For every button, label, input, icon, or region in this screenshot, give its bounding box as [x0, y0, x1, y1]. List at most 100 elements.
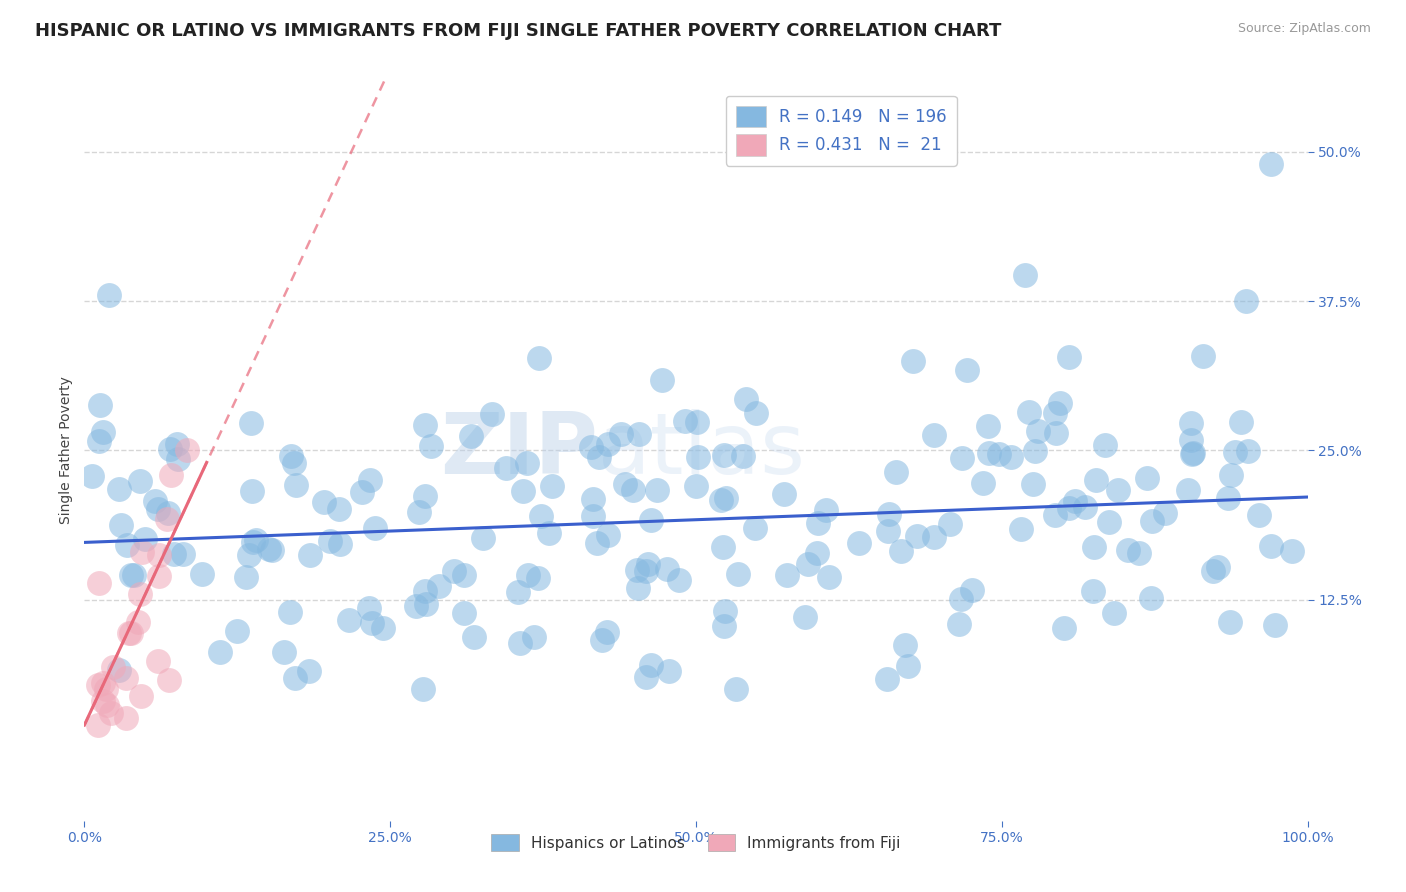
Point — [627, 581, 650, 595]
Point — [640, 657, 662, 672]
Point — [894, 638, 917, 652]
Point — [146, 502, 169, 516]
Point — [582, 492, 605, 507]
Point — [115, 671, 138, 685]
Point — [901, 353, 924, 368]
Point — [1024, 443, 1046, 458]
Point — [950, 451, 973, 466]
Point — [107, 663, 129, 677]
Point — [495, 461, 517, 475]
Point — [1022, 477, 1045, 491]
Point — [242, 534, 264, 549]
Point — [1107, 483, 1129, 497]
Point — [91, 694, 114, 708]
Point — [312, 495, 335, 509]
Point — [582, 508, 605, 523]
Point — [1074, 500, 1097, 514]
Point — [1223, 444, 1246, 458]
Point — [977, 419, 1000, 434]
Point — [530, 508, 553, 523]
Point — [1026, 424, 1049, 438]
Point — [453, 567, 475, 582]
Point — [257, 542, 280, 557]
Point — [673, 414, 696, 428]
Point — [1180, 433, 1202, 447]
Point — [711, 540, 734, 554]
Point — [655, 561, 678, 575]
Point — [364, 521, 387, 535]
Point — [509, 636, 531, 650]
Point — [156, 511, 179, 525]
Point — [91, 425, 114, 440]
Point — [408, 505, 430, 519]
Point — [280, 449, 302, 463]
Point — [176, 443, 198, 458]
Point — [108, 483, 131, 497]
Point — [537, 526, 560, 541]
Point — [463, 631, 485, 645]
Point — [472, 531, 495, 545]
Point — [640, 512, 662, 526]
Point — [1247, 508, 1270, 522]
Point — [1181, 447, 1204, 461]
Point — [1094, 438, 1116, 452]
Point — [745, 406, 768, 420]
Point — [172, 548, 194, 562]
Point — [1102, 606, 1125, 620]
Point — [877, 507, 900, 521]
Point — [686, 415, 709, 429]
Point — [191, 567, 214, 582]
Point — [299, 548, 322, 562]
Point — [1264, 617, 1286, 632]
Point — [240, 483, 263, 498]
Point — [118, 626, 141, 640]
Point — [922, 428, 945, 442]
Point — [328, 501, 350, 516]
Point — [225, 624, 247, 638]
Point — [688, 450, 710, 464]
Point — [1182, 446, 1205, 460]
Point — [773, 487, 796, 501]
Point — [596, 528, 619, 542]
Point — [938, 517, 960, 532]
Point — [239, 416, 262, 430]
Point — [1014, 268, 1036, 283]
Point — [540, 479, 562, 493]
Point — [1045, 508, 1067, 523]
Point — [897, 659, 920, 673]
Point — [131, 689, 153, 703]
Point — [1116, 542, 1139, 557]
Point — [626, 563, 648, 577]
Point — [598, 436, 620, 450]
Point — [1236, 294, 1258, 309]
Point — [1098, 515, 1121, 529]
Point — [412, 682, 434, 697]
Point — [96, 698, 118, 712]
Point — [156, 506, 179, 520]
Point — [82, 469, 104, 483]
Point — [1140, 514, 1163, 528]
Point — [453, 606, 475, 620]
Point — [115, 711, 138, 725]
Point — [337, 613, 360, 627]
Point — [645, 483, 668, 497]
Point — [359, 601, 381, 615]
Point — [128, 474, 150, 488]
Point — [443, 564, 465, 578]
Point — [166, 452, 188, 467]
Point — [806, 546, 828, 560]
Point — [1085, 473, 1108, 487]
Point — [962, 583, 984, 598]
Point — [405, 599, 427, 613]
Point — [1057, 501, 1080, 516]
Point — [1128, 546, 1150, 560]
Point — [117, 538, 139, 552]
Point — [1219, 615, 1241, 629]
Point — [1083, 584, 1105, 599]
Point — [988, 447, 1011, 461]
Point — [157, 673, 180, 687]
Point — [588, 450, 610, 465]
Point — [245, 533, 267, 547]
Point — [522, 630, 544, 644]
Point — [955, 363, 977, 377]
